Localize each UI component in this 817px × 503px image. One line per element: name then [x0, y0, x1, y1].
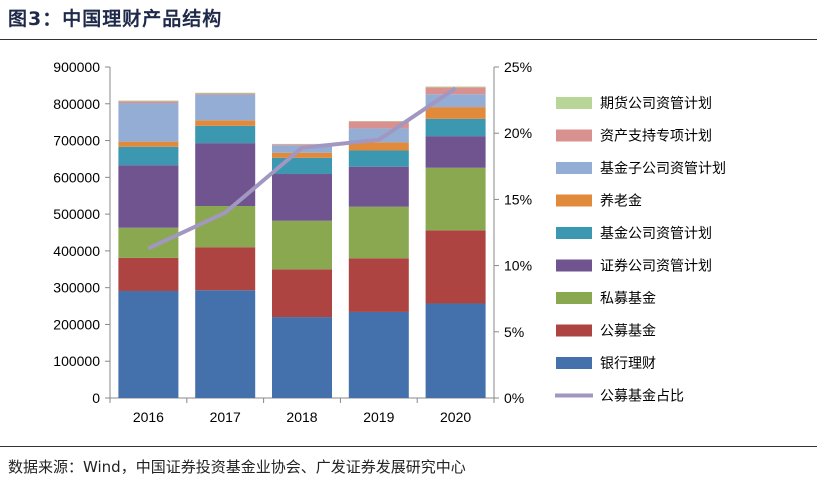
source-note: 数据来源：Wind，中国证券投资基金业协会、广发证券发展研究中心 — [8, 458, 466, 476]
bar-segment — [348, 206, 409, 259]
bar-segment — [425, 86, 486, 88]
bar-segment — [118, 146, 179, 166]
bar-segment — [425, 136, 486, 168]
bar-segment — [425, 303, 486, 398]
bar-segment — [348, 311, 409, 398]
bar-segment — [195, 120, 256, 126]
bar-segment — [425, 118, 486, 137]
legend-swatch — [556, 194, 592, 207]
bar-segment — [118, 257, 179, 291]
legend-swatch — [556, 292, 592, 304]
bar-segment — [195, 290, 256, 398]
bar-segment — [272, 152, 332, 158]
legend-swatch — [556, 324, 592, 337]
bar-segment — [272, 144, 332, 146]
bar-segment — [195, 125, 256, 144]
bar-segment — [425, 167, 486, 231]
legend-swatch — [556, 162, 592, 174]
bar-segment — [118, 101, 179, 104]
legend-label: 期货公司资管计划 — [600, 95, 712, 112]
bar-segment — [118, 165, 179, 228]
bar-segment — [195, 94, 256, 121]
bar-segment — [348, 142, 409, 151]
x-tick-label: 2017 — [210, 409, 241, 425]
bar-segment — [272, 174, 332, 221]
legend-label: 公募基金占比 — [600, 388, 684, 405]
y-tick-label: 300000 — [53, 280, 100, 296]
x-tick-label: 2018 — [286, 409, 317, 425]
y2-tick-label: 10% — [504, 258, 532, 274]
legend-label: 养老金 — [600, 194, 642, 210]
source-rule — [0, 446, 817, 447]
y2-tick-label: 25% — [504, 59, 532, 75]
bar-segment — [118, 141, 179, 147]
y-tick-label: 800000 — [53, 96, 100, 112]
bar-segment — [348, 121, 409, 129]
bar-segment — [425, 87, 486, 95]
y-tick-label: 900000 — [53, 59, 100, 75]
bar-segment — [195, 92, 256, 94]
bar-segment — [195, 247, 256, 291]
y-tick-label: 700000 — [53, 133, 100, 149]
bar-segment — [272, 269, 332, 318]
bar-segment — [425, 107, 486, 119]
legend-swatch — [556, 129, 592, 142]
stacked-bar-chart: 0 100000 200000 300000 400000 500000 600000 700… — [53, 59, 726, 425]
y-tick-label: 0 — [92, 390, 100, 406]
legend-swatch — [556, 97, 592, 109]
legend-swatch — [556, 227, 592, 239]
y-tick-label: 500000 — [53, 206, 100, 222]
bar-segment — [348, 258, 409, 312]
y2-tick-label: 15% — [504, 191, 532, 207]
bar-segment — [272, 220, 332, 270]
x-tick-label: 2020 — [440, 409, 471, 425]
bar-segment — [272, 317, 332, 398]
legend-label: 资产支持专项计划 — [600, 129, 712, 145]
bar-segment — [118, 227, 179, 258]
legend-label: 证券公司资管计划 — [600, 259, 712, 275]
legend-label: 银行理财 — [600, 356, 656, 372]
legend-swatch — [556, 357, 592, 369]
legend-swatch — [556, 259, 592, 272]
bar-segment — [348, 166, 409, 207]
title-rule — [0, 39, 817, 40]
bar-segment — [425, 230, 486, 304]
x-tick-label: 2016 — [133, 409, 164, 425]
bar-segment — [195, 93, 256, 95]
y-tick-label: 400000 — [53, 243, 100, 259]
y-tick-label: 100000 — [53, 353, 100, 369]
y2-tick-label: 20% — [504, 125, 532, 141]
legend-label: 基金子公司资管计划 — [600, 160, 726, 177]
bar-segment — [118, 103, 179, 142]
bar-segment — [118, 290, 179, 398]
figure-title: 图3：中国理财产品结构 — [8, 8, 223, 30]
x-tick-label: 2019 — [363, 409, 394, 425]
y-tick-label: 600000 — [53, 169, 100, 185]
legend-label: 公募基金 — [600, 323, 656, 340]
bar-segment — [348, 150, 409, 167]
y-tick-label: 200000 — [53, 316, 100, 332]
legend-label: 私募基金 — [600, 290, 656, 307]
y2-tick-label: 5% — [504, 324, 524, 340]
y2-tick-label: 0% — [504, 390, 524, 406]
legend-label: 基金公司资管计划 — [600, 225, 712, 242]
bar-segment — [118, 100, 179, 102]
